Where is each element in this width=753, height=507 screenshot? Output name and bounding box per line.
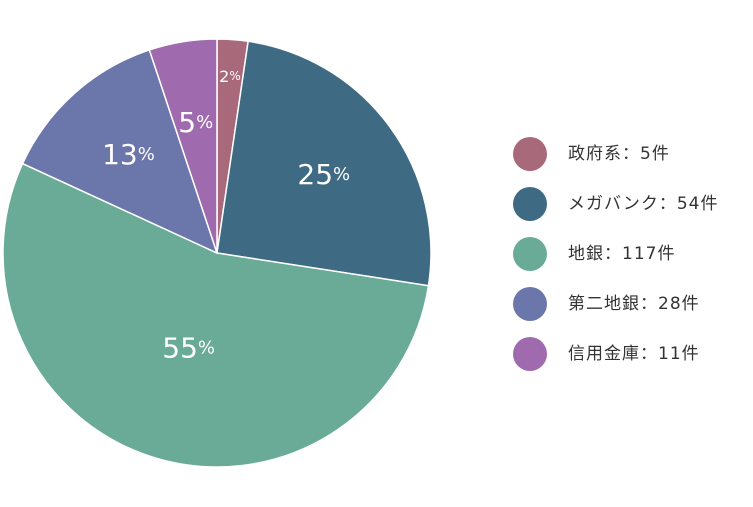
legend-label-3: 第二地銀：28件 <box>568 294 700 314</box>
pie-slice-1 <box>216 40 432 287</box>
legend-marker-1 <box>513 187 547 221</box>
pie-slice-4 <box>148 38 218 254</box>
legend-marker-4 <box>513 337 547 371</box>
pie-percent-label-0: 2% <box>219 66 241 85</box>
pie-percent-label-1: 25% <box>297 158 350 191</box>
legend-marker-2 <box>513 237 547 271</box>
legend-label-4: 信用金庫：11件 <box>568 344 700 364</box>
pie-percent-label-3: 13% <box>102 138 155 171</box>
pie-percent-label-4: 5% <box>178 106 213 139</box>
pie-percent-label-2: 55% <box>162 331 215 364</box>
legend-label-0: 政府系：5件 <box>568 144 670 164</box>
pie-slice-3 <box>21 49 219 255</box>
legend-label-1: メガバンク：54件 <box>568 194 718 214</box>
legend-marker-0 <box>513 137 547 171</box>
pie-percent-labels: 2% 25% 55% 13% 5% <box>102 66 350 363</box>
pie-slices <box>2 38 432 468</box>
legend-label-2: 地銀：117件 <box>568 244 675 264</box>
pie-slice-2 <box>2 162 430 468</box>
legend-marker-3 <box>513 287 547 321</box>
